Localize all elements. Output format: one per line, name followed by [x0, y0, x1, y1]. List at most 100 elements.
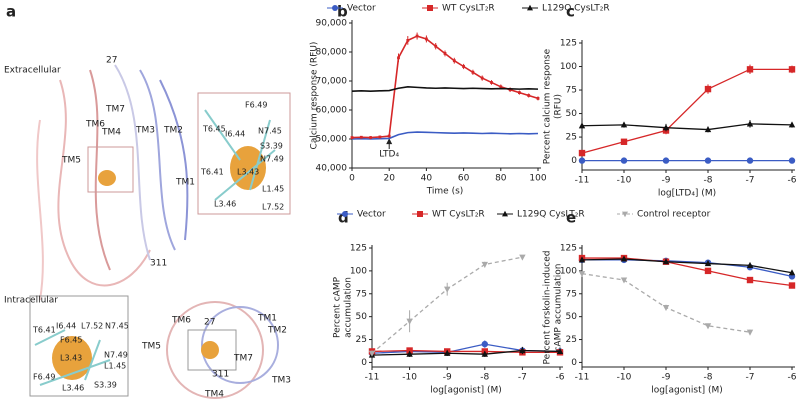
marker	[578, 271, 586, 278]
y-tick-label: 50	[356, 312, 368, 322]
structure-label: TM7	[233, 354, 253, 364]
panel-label: c	[566, 3, 575, 21]
structure-label: Extracellular	[4, 66, 61, 76]
residue-label: N7.45	[258, 127, 282, 136]
marker	[444, 349, 451, 356]
legend-marker	[332, 5, 338, 11]
marker	[788, 157, 796, 164]
marker	[620, 277, 628, 284]
structure-label: TM1	[175, 178, 195, 188]
marker	[578, 157, 586, 164]
x-tick-label: -10	[617, 373, 632, 383]
y-tick-label: 75	[356, 289, 367, 299]
y-tick-label: 25	[566, 133, 577, 143]
residue-label: T6.41	[200, 168, 224, 177]
marker	[406, 350, 413, 357]
y-tick-label: 75	[566, 289, 577, 299]
marker	[620, 138, 628, 145]
structure-label: TM6	[85, 120, 105, 130]
x-tick-label: -8	[704, 176, 713, 186]
x-tick-label: -9	[662, 373, 671, 383]
marker	[350, 136, 354, 139]
marker	[471, 70, 475, 74]
marker	[662, 157, 670, 164]
marker	[746, 157, 754, 164]
series-line	[581, 123, 793, 131]
residue-label: L1.45	[262, 185, 284, 194]
marker	[434, 44, 438, 48]
marker	[387, 134, 391, 138]
residue-label: I6.44	[225, 130, 245, 139]
panel-label: b	[337, 3, 348, 21]
marker	[480, 76, 484, 80]
y-axis-label: Calcium response (RFU)	[310, 42, 320, 150]
y-tick-label: 50	[566, 109, 578, 119]
marker	[368, 350, 376, 357]
legend-label: Vector	[357, 210, 386, 220]
residue-label: F6.49	[245, 101, 267, 110]
y-tick-label: 50	[566, 312, 578, 322]
marker	[578, 122, 586, 129]
helix-ribbon	[89, 69, 111, 271]
y-tick-label: 0	[361, 358, 367, 368]
helix-ribbon	[159, 79, 189, 241]
marker	[406, 318, 413, 325]
y-tick-label: 90,000	[316, 19, 348, 29]
structure-label: TM4	[101, 128, 121, 138]
residue-label: F6.49	[33, 373, 55, 382]
marker	[481, 350, 488, 357]
marker	[415, 34, 419, 38]
marker	[704, 85, 712, 93]
structure-label: TM4	[204, 390, 224, 400]
side-chains	[34, 329, 111, 386]
marker	[359, 135, 363, 139]
x-tick-label: -11	[575, 373, 590, 383]
series-line	[582, 257, 793, 287]
inset-box	[29, 295, 129, 397]
marker	[443, 52, 447, 55]
residue-label: L3.46	[214, 200, 236, 209]
series-line	[351, 131, 539, 140]
marker	[578, 256, 586, 263]
side-chains	[204, 109, 276, 201]
y-tick-label: 100	[560, 62, 577, 72]
legend-marker	[417, 211, 423, 217]
structure-label: TM6	[171, 316, 191, 326]
legend-label: WT CysLT₂R	[442, 4, 495, 14]
marker	[406, 347, 413, 354]
series	[581, 158, 793, 163]
series-line	[581, 68, 792, 154]
series-line	[582, 259, 793, 278]
residue-label: S3.39	[260, 142, 283, 151]
x-tick-label: 80	[495, 174, 507, 184]
helix-top-view	[166, 301, 264, 399]
marker	[620, 121, 628, 128]
y-axis-label: Percent cAMP	[333, 276, 343, 338]
inset-box	[187, 329, 237, 371]
marker	[788, 66, 796, 73]
x-tick-label: -10	[617, 176, 632, 186]
series	[351, 131, 539, 140]
marker	[452, 59, 456, 63]
x-axis-label: log[agonist] (M)	[651, 386, 723, 396]
y-tick-label: 25	[566, 335, 577, 345]
marker	[746, 276, 754, 284]
series-line	[581, 258, 793, 274]
x-tick-label: -8	[704, 373, 713, 383]
y-tick-label: 125	[560, 244, 577, 254]
y-tick-label: 40,000	[316, 164, 348, 174]
y-tick-label: 125	[350, 244, 367, 254]
helix-ribbon	[139, 69, 176, 251]
x-axis-label: log[LTD₄] (M)	[658, 189, 716, 199]
marker	[662, 124, 670, 131]
series-line	[581, 272, 751, 333]
legend-label: Vector	[347, 4, 376, 14]
y-tick-label: 0	[571, 358, 577, 368]
legend-label: WT CysLT₂R	[432, 210, 485, 220]
residue-label: I6.44	[56, 322, 76, 331]
structure-label: TM5	[141, 342, 161, 352]
legend-marker	[622, 211, 628, 218]
structure-label: 27	[106, 56, 117, 66]
x-tick-label: -9	[443, 373, 452, 383]
